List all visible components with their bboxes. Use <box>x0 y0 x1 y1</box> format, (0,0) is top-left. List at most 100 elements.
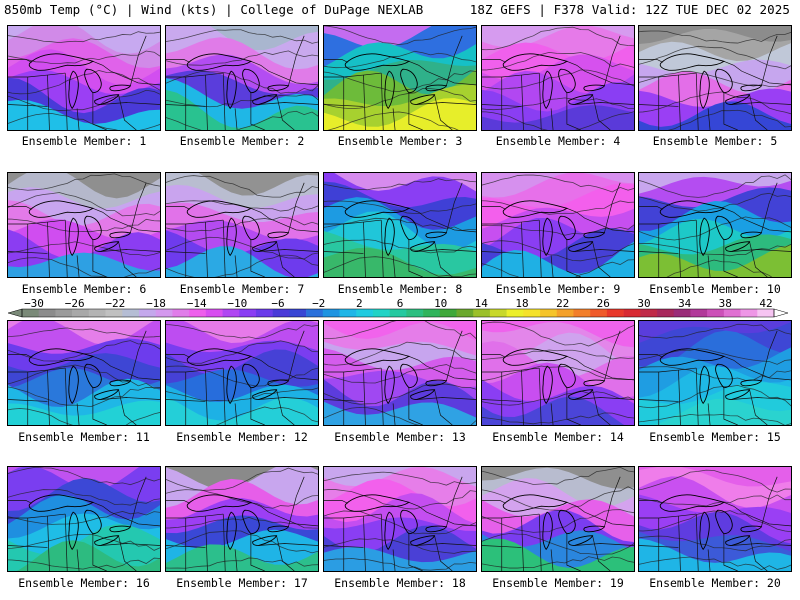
colorbar-swatch <box>556 309 574 317</box>
ensemble-member-caption: Ensemble Member: 9 <box>495 282 621 296</box>
colorbar-swatch <box>740 309 758 317</box>
colorbar-swatch <box>272 309 290 317</box>
ensemble-member-caption: Ensemble Member: 19 <box>492 576 624 590</box>
ensemble-member-map-11 <box>7 320 161 426</box>
colorbar-swatch <box>657 309 675 317</box>
colorbar-swatch <box>673 309 691 317</box>
colorbar-tick-label: 14 <box>475 297 489 310</box>
colorbar-tick-label: 18 <box>515 297 528 310</box>
ensemble-member-caption: Ensemble Member: 6 <box>21 282 147 296</box>
ensemble-member-map-13 <box>323 320 477 426</box>
colorbar-tick-label: 26 <box>597 297 610 310</box>
ensemble-member-caption: Ensemble Member: 20 <box>649 576 781 590</box>
ensemble-member-map-10 <box>638 172 792 278</box>
colorbar-tick-label: 6 <box>397 297 404 310</box>
ensemble-member-caption: Ensemble Member: 17 <box>176 576 308 590</box>
colorbar-tick-label: −14 <box>187 297 207 310</box>
colorbar-swatch <box>640 309 658 317</box>
colorbar-swatch <box>122 309 140 317</box>
map-title: 850mb Temp (°C) | Wind (kts) | College o… <box>4 2 424 17</box>
colorbar-swatch <box>356 309 374 317</box>
colorbar-tick-label: −22 <box>105 297 125 310</box>
ensemble-member-map-16 <box>7 466 161 572</box>
ensemble-member-caption: Ensemble Member: 18 <box>334 576 466 590</box>
ensemble-member-caption: Ensemble Member: 14 <box>492 430 624 444</box>
colorbar-swatch <box>72 309 90 317</box>
colorbar-tick-label: −30 <box>24 297 44 310</box>
colorbar-swatch <box>306 309 324 317</box>
ensemble-member-caption: Ensemble Member: 11 <box>18 430 150 444</box>
colorbar-swatch <box>439 309 457 317</box>
ensemble-member-caption: Ensemble Member: 4 <box>495 134 621 148</box>
ensemble-member-caption: Ensemble Member: 7 <box>179 282 305 296</box>
colorbar-swatch <box>22 309 40 317</box>
ensemble-member-caption: Ensemble Member: 3 <box>337 134 463 148</box>
colorbar-swatch <box>723 309 741 317</box>
colorbar-swatch <box>138 309 156 317</box>
colorbar-swatch <box>38 309 56 317</box>
ensemble-member-map-6 <box>7 172 161 278</box>
ensemble-member-caption: Ensemble Member: 12 <box>176 430 308 444</box>
temperature-colorbar: −30 −26 −22 −18 −14 −10 −6 −2 2 6 10 14 18 22 26 30 34 38… <box>7 297 789 318</box>
ensemble-member-map-12 <box>165 320 319 426</box>
ensemble-member-map-8 <box>323 172 477 278</box>
colorbar-swatch <box>189 309 207 317</box>
valid-time: 18Z GEFS | F378 Valid: 12Z TUE DEC 02 20… <box>469 2 790 17</box>
colorbar-swatch <box>473 309 491 317</box>
ensemble-member-map-17 <box>165 466 319 572</box>
colorbar-swatch <box>707 309 725 317</box>
colorbar-swatch <box>205 309 223 317</box>
colorbar-swatch <box>155 309 173 317</box>
colorbar-swatch <box>757 309 775 317</box>
ensemble-member-caption: Ensemble Member: 10 <box>649 282 781 296</box>
colorbar-swatch <box>239 309 257 317</box>
colorbar-tick-label: 38 <box>719 297 732 310</box>
colorbar-tick-label: −2 <box>312 297 325 310</box>
colorbar-swatch <box>289 309 307 317</box>
ensemble-member-caption: Ensemble Member: 15 <box>649 430 781 444</box>
colorbar-swatch <box>456 309 474 317</box>
ensemble-member-map-7 <box>165 172 319 278</box>
ensemble-member-map-3 <box>323 25 477 131</box>
colorbar-swatch <box>573 309 591 317</box>
ensemble-member-map-19 <box>481 466 635 572</box>
colorbar-swatch <box>540 309 558 317</box>
colorbar-swatch <box>489 309 507 317</box>
ensemble-member-caption: Ensemble Member: 13 <box>334 430 466 444</box>
colorbar-tick-label: −10 <box>227 297 247 310</box>
colorbar-tick-label: −6 <box>271 297 284 310</box>
ensemble-member-map-14 <box>481 320 635 426</box>
colorbar-swatch <box>623 309 641 317</box>
colorbar-swatch <box>423 309 441 317</box>
colorbar-swatch <box>105 309 123 317</box>
colorbar-swatch <box>55 309 73 317</box>
colorbar-tick-label: 42 <box>759 297 772 310</box>
colorbar-swatch <box>590 309 608 317</box>
colorbar-swatch <box>506 309 524 317</box>
colorbar-tick-label: 30 <box>637 297 650 310</box>
ensemble-member-map-1 <box>7 25 161 131</box>
ensemble-member-map-9 <box>481 172 635 278</box>
colorbar-tick-label: −26 <box>65 297 85 310</box>
ensemble-member-caption: Ensemble Member: 5 <box>652 134 778 148</box>
ensemble-member-map-5 <box>638 25 792 131</box>
colorbar-swatch <box>372 309 390 317</box>
colorbar-swatch <box>222 309 240 317</box>
colorbar-low-arrow <box>7 308 23 318</box>
colorbar-tick-label: −18 <box>146 297 166 310</box>
colorbar-swatch <box>606 309 624 317</box>
ensemble-member-map-15 <box>638 320 792 426</box>
colorbar-swatch <box>172 309 190 317</box>
ensemble-member-caption: Ensemble Member: 1 <box>21 134 147 148</box>
colorbar-swatch <box>322 309 340 317</box>
colorbar-swatch <box>690 309 708 317</box>
colorbar-high-arrow <box>773 308 789 318</box>
ensemble-member-caption: Ensemble Member: 16 <box>18 576 150 590</box>
colorbar-tick-label: 22 <box>556 297 569 310</box>
colorbar-swatch <box>339 309 357 317</box>
ensemble-member-caption: Ensemble Member: 2 <box>179 134 305 148</box>
colorbar-swatch <box>389 309 407 317</box>
ensemble-member-map-4 <box>481 25 635 131</box>
ensemble-member-map-18 <box>323 466 477 572</box>
colorbar-tick-label: 2 <box>356 297 363 310</box>
